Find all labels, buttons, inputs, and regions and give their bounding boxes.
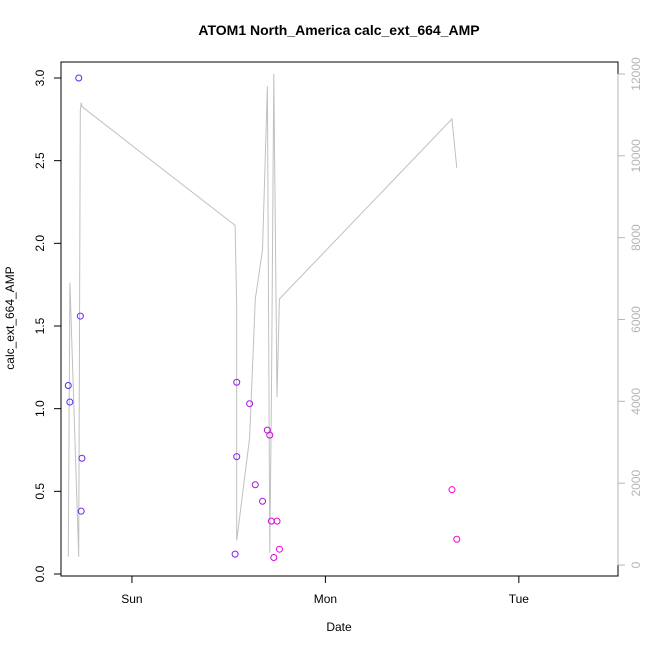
line-series xyxy=(67,73,458,557)
data-point xyxy=(64,382,72,390)
y-tick-label: 2.5 xyxy=(33,152,47,169)
series-line xyxy=(67,73,458,557)
y2-tick-label: 4000 xyxy=(629,388,643,415)
data-point xyxy=(231,550,239,558)
y-axis-left: 0.0 0.5 1.0 1.5 2.0 2.5 3.0 xyxy=(33,69,62,582)
y-axis-label: calc_ext_664_AMP xyxy=(3,266,17,369)
x-tick-label: Sun xyxy=(121,592,142,606)
data-point xyxy=(448,486,456,494)
data-point xyxy=(233,378,241,386)
data-point xyxy=(77,507,85,515)
data-point xyxy=(266,431,274,439)
x-tick-label: Tue xyxy=(509,592,530,606)
y-tick-label: 2.0 xyxy=(33,235,47,252)
data-point xyxy=(76,312,84,320)
y2-tick-label: 10000 xyxy=(629,139,643,173)
y-tick-label: 1.5 xyxy=(33,317,47,334)
data-point xyxy=(275,545,283,553)
data-point xyxy=(259,497,267,505)
y-tick-label: 0.0 xyxy=(33,565,47,582)
y2-tick-label: 12000 xyxy=(629,57,643,91)
chart-title: ATOM1 North_America calc_ext_664_AMP xyxy=(198,22,479,38)
y2-tick-label: 6000 xyxy=(629,306,643,333)
data-point xyxy=(273,517,281,525)
y2-tick-label: 8000 xyxy=(629,224,643,251)
data-point xyxy=(246,400,254,408)
data-point xyxy=(78,454,86,462)
x-tick-label: Mon xyxy=(314,592,337,606)
data-point xyxy=(66,398,74,406)
y-axis-right: 0 2000 4000 6000 8000 10000 12000 xyxy=(617,57,643,568)
y-tick-label: 1.0 xyxy=(33,400,47,417)
x-axis: Sun Mon Tue xyxy=(121,575,530,606)
plot-box xyxy=(60,61,619,577)
y-tick-label: 0.5 xyxy=(33,483,47,500)
y2-tick-label: 2000 xyxy=(629,469,643,496)
point-series xyxy=(64,74,461,561)
data-point xyxy=(270,553,278,561)
y-tick-label: 3.0 xyxy=(33,69,47,86)
data-point xyxy=(251,481,259,489)
data-point xyxy=(453,535,461,543)
x-axis-label: Date xyxy=(326,620,352,634)
data-point xyxy=(233,453,241,461)
data-point xyxy=(75,74,83,82)
y2-tick-label: 0 xyxy=(629,561,643,568)
